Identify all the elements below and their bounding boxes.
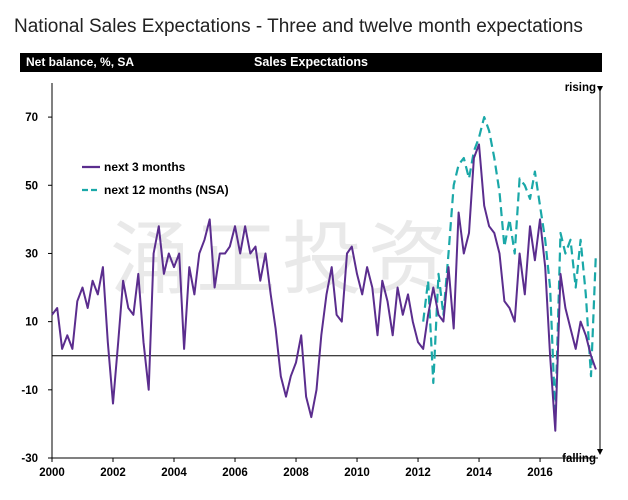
series-line-next-3-months [51, 143, 597, 432]
rising-label: rising [565, 82, 596, 94]
x-tick-label: 2004 [161, 467, 187, 479]
x-tick-label: 2006 [222, 467, 248, 479]
legend-label: next 3 months [104, 160, 186, 174]
legend-label: next 12 months (NSA) [104, 183, 229, 197]
y-tick-label: 10 [25, 317, 38, 329]
x-tick-label: 2014 [466, 467, 492, 479]
x-tick-label: 2010 [344, 467, 370, 479]
falling-label: falling [562, 453, 596, 465]
x-tick-label: 2002 [100, 467, 126, 479]
y-tick-label: 30 [25, 248, 38, 260]
page-title: National Sales Expectations - Three and … [14, 16, 583, 37]
series-lines [51, 116, 597, 432]
y-tick-label: 50 [25, 180, 38, 192]
x-tick-label: 2000 [39, 467, 65, 479]
y-unit-label: Net balance, %, SA [26, 55, 135, 69]
legend: next 3 months next 12 months (NSA) [82, 160, 229, 197]
axes: -30 -10 10 30 50 70 2000 2002 2004 2006 2008 2010 20… [21, 82, 603, 479]
chart-header-bar: Net balance, %, SA Sales Expectations [20, 53, 602, 72]
y-tick-label: 70 [25, 112, 38, 124]
x-tick-label: 2008 [283, 467, 309, 479]
y-tick-label: -30 [21, 453, 38, 465]
y-tick-label: -10 [21, 385, 38, 397]
x-tick-label: 2016 [527, 467, 553, 479]
x-tick-label: 2012 [405, 467, 431, 479]
chart-title: Sales Expectations [254, 55, 368, 69]
